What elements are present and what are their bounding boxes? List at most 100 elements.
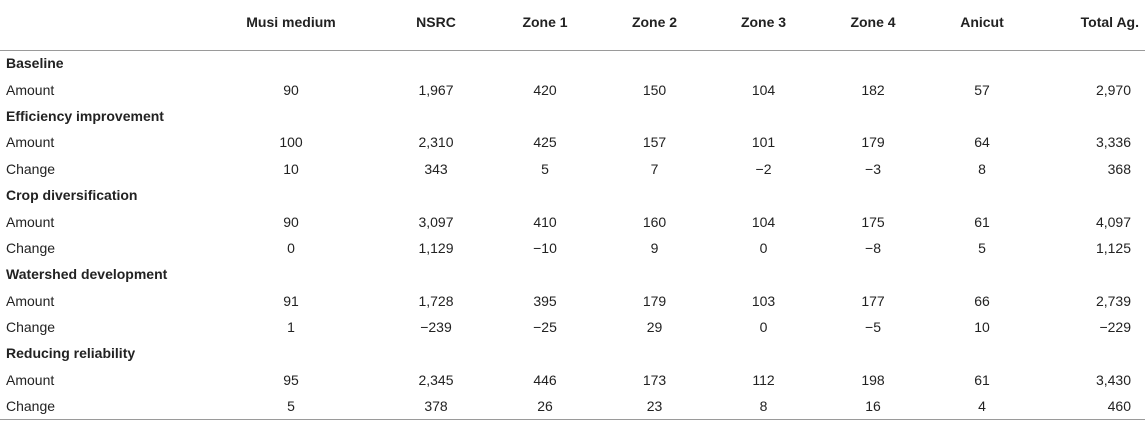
table-cell: 173 — [642, 371, 667, 388]
table-cell: 179 — [861, 134, 885, 151]
table-cell: 410 — [533, 213, 557, 230]
table-body: Baseline Amount 90 1,967 420 150 104 182 57 2,970… — [0, 50, 1145, 420]
header-cell-empty — [0, 2, 200, 51]
table-row: Change 1 −239 −25 29 0 −5 10 −229 — [0, 314, 1145, 340]
table-cell: 446 — [533, 371, 557, 388]
table-cell: 4,097 — [1095, 213, 1131, 230]
table-cell: 95 — [283, 371, 299, 388]
table-cell: 1,125 — [1095, 239, 1131, 256]
table-cell: 343 — [424, 160, 448, 177]
table-cell: 175 — [861, 213, 885, 230]
table-cell: 378 — [382, 393, 490, 420]
table-cell: 0 — [759, 319, 768, 336]
section-header-row: Efficiency improvement — [0, 103, 1145, 129]
row-label: Amount — [6, 292, 55, 309]
table-cell: 3,097 — [418, 213, 454, 230]
table-cell: 5 — [541, 160, 549, 177]
table-cell: −239 — [420, 319, 452, 336]
table-cell: 57 — [974, 81, 990, 98]
table-cell: 23 — [600, 393, 709, 420]
section-title: Watershed development — [6, 266, 168, 283]
table-cell: 61 — [974, 213, 990, 230]
table-cell: 90 — [283, 213, 299, 230]
table-row: Amount 95 2,345 446 173 112 198 61 3,430 — [0, 367, 1145, 393]
section-title: Efficiency improvement — [6, 107, 164, 124]
row-label: Change — [6, 239, 56, 256]
header-cell-nsrc: NSRC — [382, 2, 490, 51]
table-header: Musi medium NSRC Zone 1 Zone 2 Zone 3 Zo… — [0, 2, 1145, 51]
table-cell: 460 — [1036, 393, 1145, 420]
section-title: Baseline — [6, 55, 64, 72]
section-title: Reducing reliability — [6, 345, 136, 362]
row-label: Amount — [6, 81, 55, 98]
table-cell: 150 — [642, 81, 667, 98]
table-cell: 179 — [642, 292, 667, 309]
section-header-row: Crop diversification — [0, 182, 1145, 208]
table-row: Amount 90 1,967 420 150 104 182 57 2,970 — [0, 76, 1145, 102]
section-header-row: Baseline — [0, 50, 1145, 76]
table-cell: −5 — [865, 319, 881, 336]
table-cell: −8 — [865, 239, 881, 256]
table-cell: 1,728 — [418, 292, 454, 309]
section-header-row: Watershed development — [0, 261, 1145, 287]
table-cell: 2,345 — [418, 371, 454, 388]
table-row: Change 5 378 26 23 8 16 4 460 — [0, 393, 1145, 420]
header-cell-zone-2: Zone 2 — [600, 2, 709, 51]
table-cell: 104 — [751, 81, 776, 98]
row-label: Change — [0, 393, 200, 420]
section-header-row: Reducing reliability — [0, 340, 1145, 366]
table-cell: 3,430 — [1095, 371, 1131, 388]
table-cell: 8 — [709, 393, 818, 420]
table-cell: −25 — [533, 319, 557, 336]
table-cell: 61 — [974, 371, 990, 388]
table-cell: 0 — [759, 239, 768, 256]
table-cell: 100 — [279, 134, 303, 151]
header-row: Musi medium NSRC Zone 1 Zone 2 Zone 3 Zo… — [0, 2, 1145, 51]
table-cell: 104 — [751, 213, 776, 230]
header-cell-zone-1: Zone 1 — [490, 2, 600, 51]
table-cell: 2,739 — [1095, 292, 1131, 309]
results-table: Musi medium NSRC Zone 1 Zone 2 Zone 3 Zo… — [0, 2, 1145, 420]
table-cell: 112 — [752, 371, 775, 388]
header-cell-musi-medium: Musi medium — [200, 2, 382, 51]
table-cell: 395 — [533, 292, 557, 309]
header-cell-total-ag: Total Ag. — [1036, 2, 1145, 51]
table-cell: 3,336 — [1095, 134, 1131, 151]
table-cell: 64 — [974, 134, 990, 151]
table-cell: 4 — [928, 393, 1036, 420]
row-label: Change — [6, 160, 56, 177]
table-cell: −10 — [533, 239, 557, 256]
table-row: Amount 91 1,728 395 179 103 177 66 2,739 — [0, 288, 1145, 314]
table-cell: 90 — [283, 81, 299, 98]
table-cell: 2,970 — [1095, 81, 1131, 98]
table-cell: 5 — [978, 239, 986, 256]
table-cell: 2,310 — [418, 134, 454, 151]
header-cell-zone-4: Zone 4 — [818, 2, 928, 51]
table-cell: 177 — [861, 292, 885, 309]
table-cell: 160 — [642, 213, 667, 230]
table-cell: 198 — [861, 371, 885, 388]
row-label: Change — [6, 319, 56, 336]
table-cell: 66 — [974, 292, 990, 309]
table-row: Change 0 1,129 −10 9 0 −8 5 1,125 — [0, 235, 1145, 261]
table-cell: 425 — [533, 134, 557, 151]
table-cell: −2 — [755, 160, 772, 177]
table-cell: 420 — [533, 81, 557, 98]
table-cell: 1,129 — [418, 239, 454, 256]
table-cell: −229 — [1099, 319, 1131, 336]
table-row: Amount 100 2,310 425 157 101 179 64 3,336 — [0, 129, 1145, 155]
table-cell: 0 — [287, 239, 295, 256]
table-cell: 1,967 — [418, 81, 454, 98]
table-cell: 10 — [974, 319, 990, 336]
table-cell: 10 — [283, 160, 299, 177]
table-cell: 91 — [283, 292, 299, 309]
table-cell: 103 — [751, 292, 776, 309]
table-cell: 29 — [646, 319, 663, 336]
table-cell: 101 — [751, 134, 776, 151]
table-cell: 5 — [200, 393, 382, 420]
table-cell: 16 — [818, 393, 928, 420]
table-cell: 1 — [287, 319, 295, 336]
row-label: Amount — [6, 134, 55, 151]
table-cell: 8 — [978, 160, 986, 177]
